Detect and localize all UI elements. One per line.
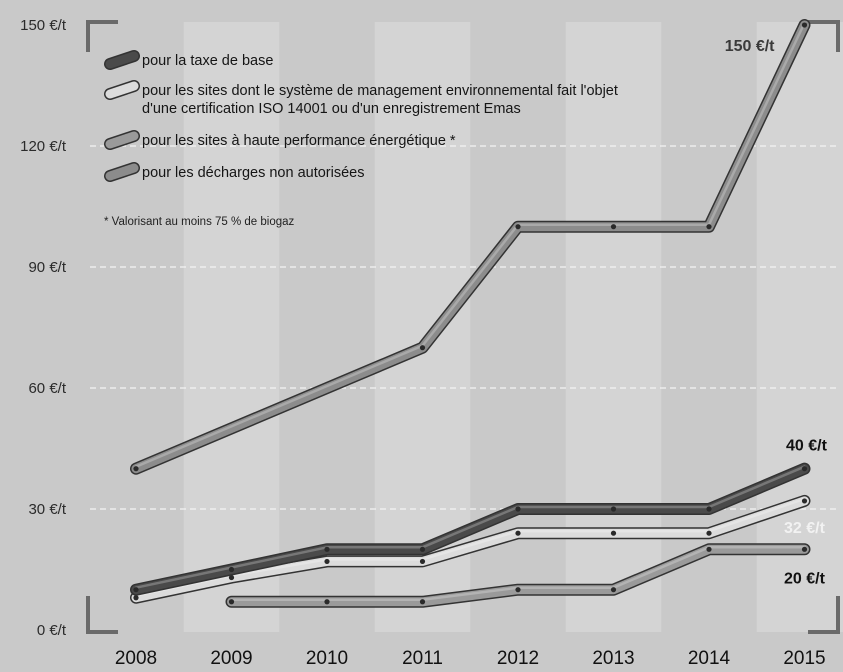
series-point (228, 566, 235, 573)
x-tick-label: 2009 (210, 648, 252, 669)
y-tick-label: 60 €/t (28, 380, 66, 397)
x-tick-label: 2013 (592, 648, 634, 669)
series-point (515, 587, 521, 593)
y-axis: 0 €/t 30 €/t 60 €/t 90 €/t 120 €/t 150 €/t (20, 17, 67, 639)
series-point (706, 530, 712, 536)
series-point (610, 530, 617, 536)
x-tick-label: 2015 (783, 648, 825, 669)
series-point (419, 558, 426, 565)
x-tick-label: 2014 (688, 648, 731, 669)
x-tick-label: 2011 (402, 648, 443, 669)
series-lines (130, 19, 811, 608)
x-tick-label: 2012 (497, 648, 539, 669)
series-point (515, 224, 521, 230)
series-line-highlight (134, 465, 806, 589)
series-point (706, 546, 712, 552)
series-point (801, 466, 808, 472)
legend-label: d'une certification ISO 14001 ou d'un en… (142, 101, 521, 117)
series-point (610, 224, 617, 230)
frame-corner-top-right (808, 20, 840, 52)
series-point (324, 599, 330, 605)
series-point (133, 595, 139, 601)
y-tick-label: 150 €/t (20, 17, 67, 34)
y-tick-label: 90 €/t (28, 259, 66, 276)
series-point (419, 599, 426, 605)
column-band (565, 22, 662, 632)
series-point (228, 574, 235, 581)
series-point (801, 22, 808, 28)
y-tick-label: 120 €/t (20, 138, 67, 155)
series-point (610, 506, 617, 512)
series-line-highlight (134, 21, 806, 468)
legend-label: pour les décharges non autorisées (142, 165, 364, 181)
legend-swatch (105, 51, 139, 69)
y-tick-label: 30 €/t (28, 501, 66, 518)
legend-swatch (105, 131, 139, 149)
legend-footnote: * Valorisant au moins 75 % de biogaz (104, 216, 295, 228)
legend: pour la taxe de base pour les sites dont … (104, 50, 618, 228)
x-axis: 2008 2009 2010 2011 2012 2013 2014 2015 (115, 648, 826, 669)
series-point (515, 530, 521, 536)
series-point (228, 599, 235, 605)
series-point (419, 345, 426, 351)
end-labels: 150 €/t 40 €/t 32 €/t 20 €/t (725, 38, 828, 587)
end-value-label: 20 €/t (784, 570, 826, 587)
series-line (131, 20, 809, 474)
series-line (131, 464, 809, 595)
legend-label: pour la taxe de base (142, 53, 273, 69)
x-tick-label: 2010 (306, 648, 348, 669)
series-point (515, 506, 521, 512)
series-point (801, 498, 808, 504)
x-tick-label: 2008 (115, 648, 157, 669)
series-point (706, 506, 712, 512)
series-point (706, 224, 712, 230)
series-line (131, 496, 809, 603)
frame-corner-bottom-right (808, 596, 840, 634)
y-tick-label: 0 €/t (37, 622, 67, 639)
series-point (610, 587, 617, 593)
axis-frame (86, 20, 840, 634)
series-point (419, 546, 426, 552)
end-value-label: 32 €/t (784, 520, 826, 537)
legend-swatch (105, 163, 139, 181)
frame-corner-bottom-left (86, 596, 118, 634)
legend-label: pour les sites dont le système de manage… (142, 83, 618, 99)
series-point (133, 587, 139, 593)
column-band (756, 22, 843, 632)
series-point (324, 546, 330, 552)
end-value-label: 150 €/t (725, 38, 775, 55)
frame-corner-top-left (86, 20, 118, 52)
legend-label: pour les sites à haute performance énerg… (142, 133, 456, 149)
series-point (324, 558, 330, 565)
legend-swatch (105, 81, 139, 99)
end-value-label: 40 €/t (786, 438, 828, 455)
column-band (183, 22, 280, 632)
column-bands (183, 22, 843, 632)
series-point (133, 466, 139, 472)
series-point (801, 546, 808, 552)
series-line-highlight (134, 497, 806, 597)
